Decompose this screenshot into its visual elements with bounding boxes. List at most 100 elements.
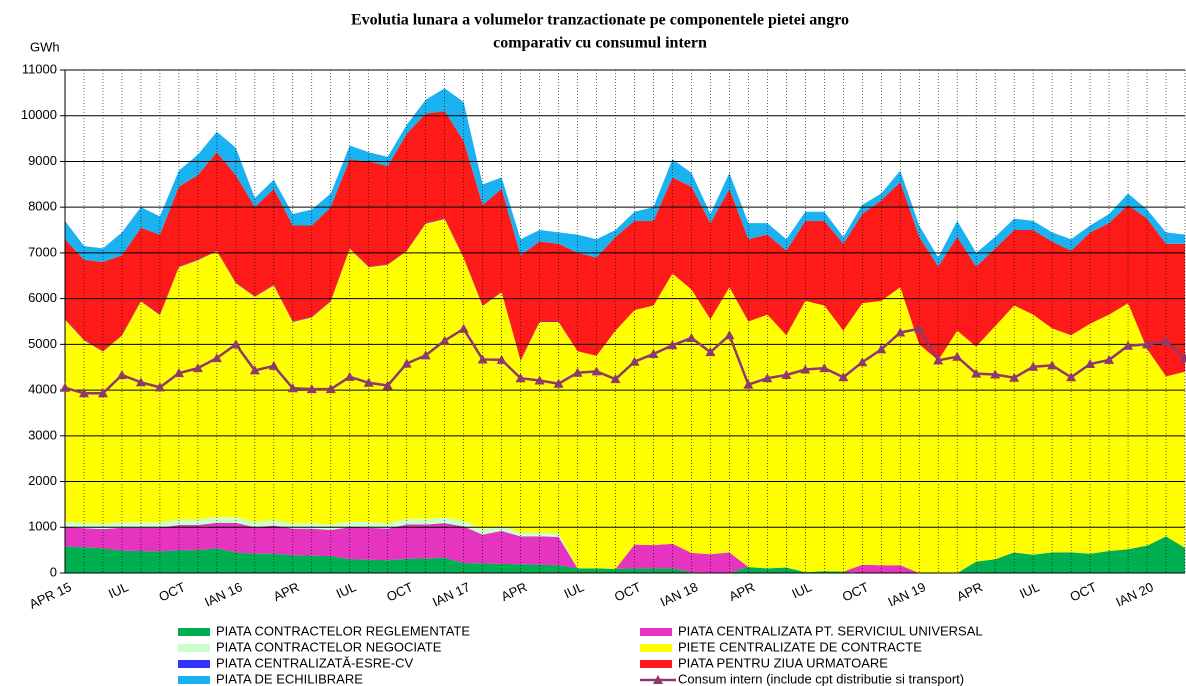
legend-label: PIATA CONTRACTELOR NEGOCIATE: [216, 639, 442, 654]
y-tick-label: 0: [50, 564, 57, 579]
point: [990, 369, 1001, 379]
point: [116, 370, 127, 380]
x-tick-label: OCT: [840, 579, 871, 604]
point: [800, 364, 811, 374]
point: [1028, 361, 1039, 371]
point: [591, 366, 602, 376]
point: [60, 382, 70, 392]
legend-label: PIATA CENTRALIZATĂ-ESRE-CV: [216, 655, 414, 670]
x-tick-label: IUL: [789, 579, 814, 601]
x-tick-label: IUL: [562, 579, 587, 601]
x-tick-label: OCT: [384, 579, 415, 604]
x-tick-label: IAN 18: [658, 579, 700, 609]
x-tick-label: OCT: [612, 579, 643, 604]
y-tick-label: 10000: [21, 107, 57, 122]
point: [724, 330, 735, 340]
point: [515, 373, 526, 383]
point: [838, 372, 849, 382]
point: [325, 384, 336, 394]
point: [705, 347, 716, 357]
point: [762, 373, 773, 383]
point: [648, 348, 659, 358]
point: [363, 377, 374, 387]
point: [249, 365, 260, 375]
point: [1180, 353, 1186, 363]
x-tick-label: APR: [499, 579, 530, 604]
x-tick-label: APR: [954, 579, 985, 604]
point: [192, 363, 203, 373]
legend-label: PIATA PENTRU ZIUA URMATOARE: [678, 655, 888, 670]
x-tick-label: APR 15: [27, 579, 74, 612]
point: [1009, 372, 1020, 382]
legend-swatch: [178, 660, 210, 668]
point: [420, 350, 431, 360]
x-tick-label: IAN 19: [886, 579, 928, 609]
area: [65, 219, 1185, 573]
point: [686, 332, 697, 342]
y-tick-label: 5000: [28, 336, 57, 351]
point: [268, 360, 279, 370]
point: [230, 339, 241, 349]
point: [1142, 339, 1153, 349]
x-tick-label: IAN 17: [430, 579, 472, 609]
y-tick-label: 4000: [28, 382, 57, 397]
point: [1123, 340, 1134, 350]
x-tick-label: OCT: [1068, 579, 1099, 604]
point: [477, 354, 488, 364]
point: [572, 367, 583, 377]
legend-swatch: [640, 628, 672, 636]
point: [534, 375, 545, 385]
point: [1085, 359, 1096, 369]
y-tick-label: 8000: [28, 199, 57, 214]
point: [781, 370, 792, 380]
point: [667, 340, 678, 350]
point: [876, 344, 887, 354]
point: [952, 351, 963, 361]
legend-label: PIATA DE ECHILIBRARE: [216, 671, 363, 686]
x-tick-label: APR: [727, 579, 758, 604]
point: [857, 357, 868, 367]
x-tick-label: IAN 20: [1113, 579, 1155, 609]
x-tick-label: IUL: [334, 579, 359, 601]
y-tick-label: 9000: [28, 153, 57, 168]
x-tick-label: APR: [271, 579, 302, 604]
point: [1047, 360, 1058, 370]
point: [287, 383, 298, 393]
x-tick-label: OCT: [156, 579, 187, 604]
point: [819, 363, 830, 373]
point: [344, 371, 355, 381]
y-tick-label: 7000: [28, 244, 57, 259]
point: [458, 323, 469, 333]
legend-label: PIATA CENTRALIZATA PT. SERVICIUL UNIVERS…: [678, 623, 983, 638]
point: [895, 327, 906, 337]
point: [439, 335, 450, 345]
chart-title: Evolutia lunara a volumelor tranzactiona…: [351, 12, 849, 29]
y-tick-label: 6000: [28, 290, 57, 305]
legend-swatch: [653, 675, 663, 684]
point: [1104, 354, 1115, 364]
y-tick-label: 2000: [28, 473, 57, 488]
point: [496, 354, 507, 364]
point: [401, 358, 412, 368]
point: [154, 382, 165, 392]
y-axis-label: GWh: [30, 39, 60, 54]
y-tick-label: 3000: [28, 427, 57, 442]
point: [743, 379, 754, 389]
legend-swatch: [640, 644, 672, 652]
point: [306, 384, 317, 394]
area: [65, 111, 1185, 377]
point: [553, 378, 564, 388]
point: [1161, 336, 1172, 346]
legend-label: Consum intern (include cpt distributie s…: [678, 671, 964, 686]
area: [65, 517, 1185, 573]
y-tick-label: 11000: [22, 61, 57, 76]
point: [135, 377, 146, 387]
x-tick-label: IAN 16: [202, 579, 244, 609]
legend-label: PIATA CONTRACTELOR REGLEMENTATE: [216, 623, 470, 638]
line: [64, 327, 1186, 395]
area: [65, 536, 1185, 573]
legend-swatch: [640, 660, 672, 668]
point: [173, 368, 184, 378]
point: [971, 368, 982, 378]
